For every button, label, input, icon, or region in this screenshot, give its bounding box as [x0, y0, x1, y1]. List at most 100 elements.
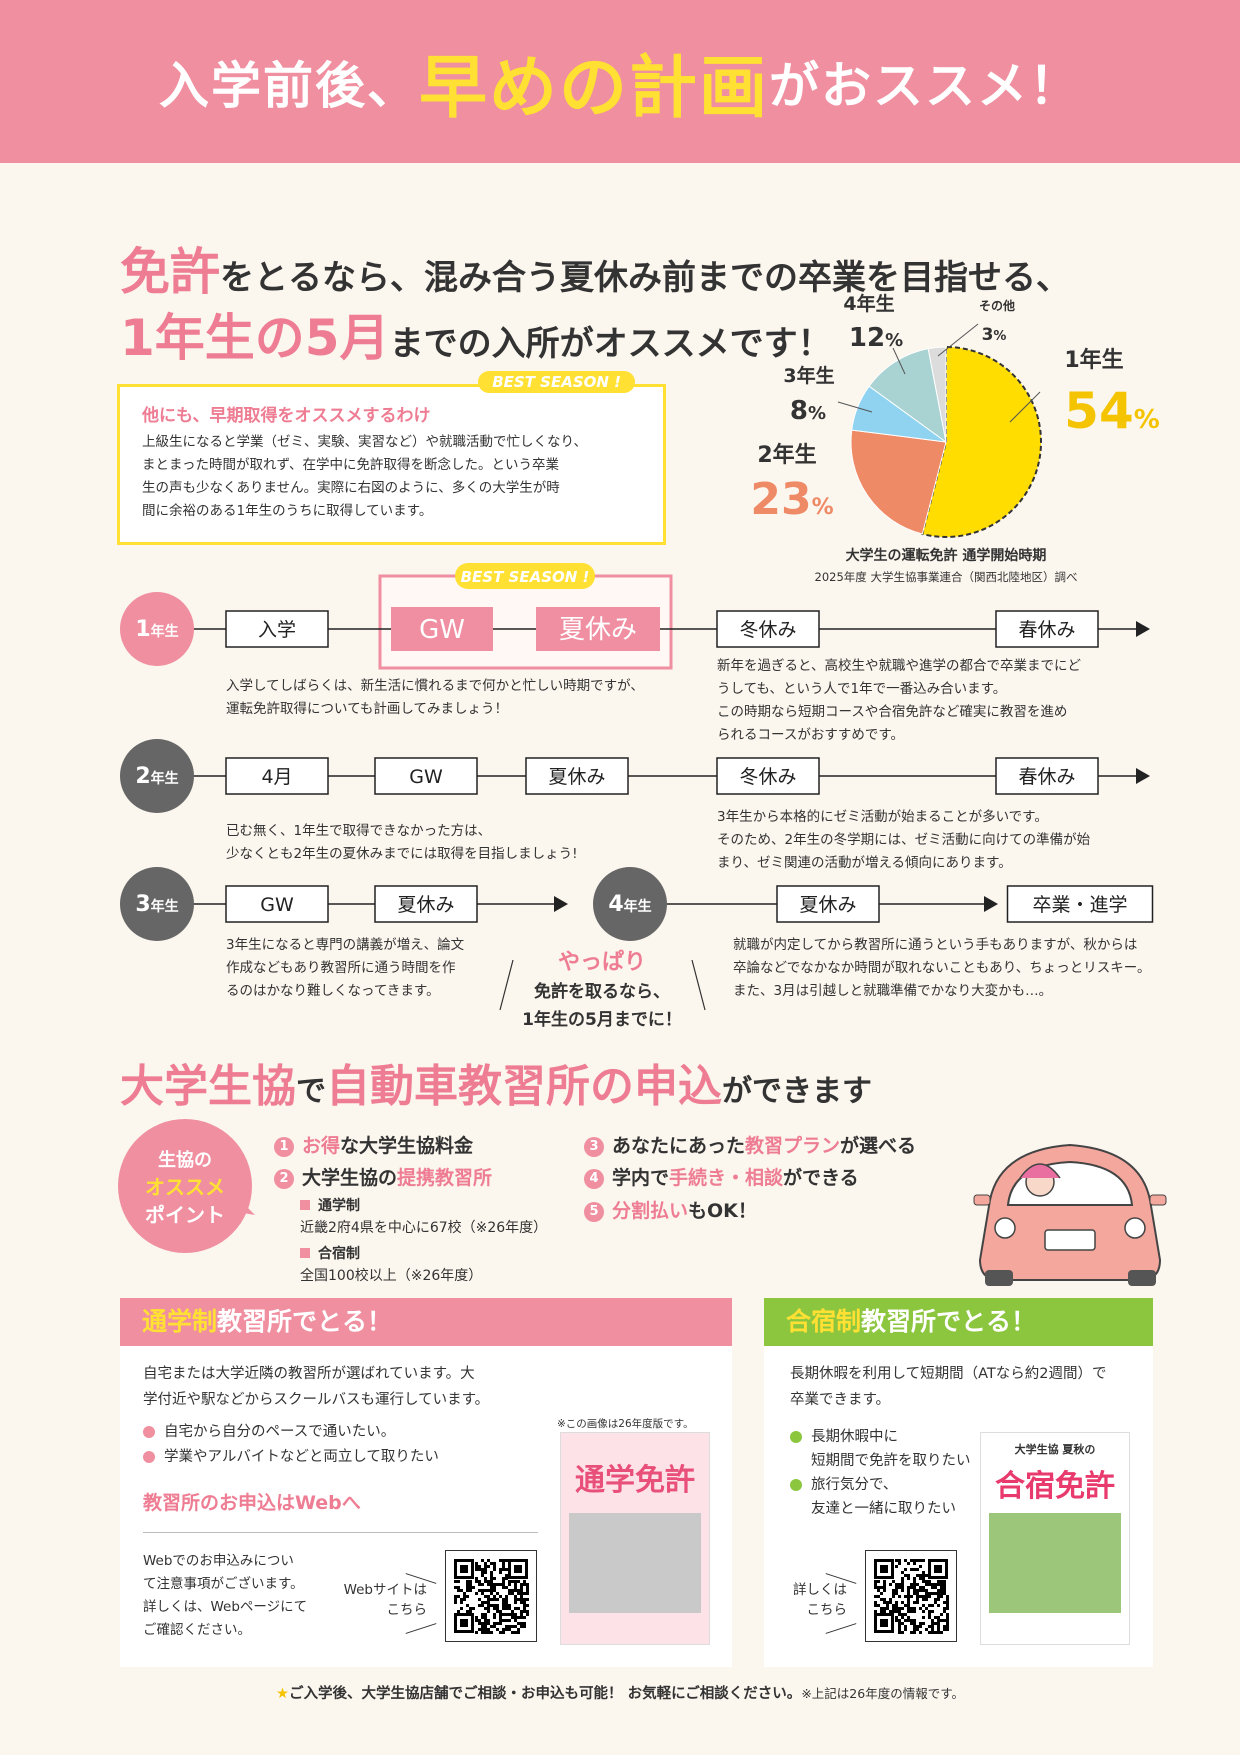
point-em: 手続き・相談 [669, 1167, 784, 1189]
note-line: まり、ゼミ関連の活動が増える傾向にあります。 [717, 855, 1012, 871]
title-em: 早めの計画 [418, 49, 769, 128]
sub-label: 合宿制 [300, 1243, 482, 1265]
image-note: ※この画像は26年度版です。 [557, 1418, 694, 1430]
leader-line [892, 347, 906, 375]
year-label: 4年生 [608, 892, 651, 917]
tag: BEST SEASON ! [461, 568, 590, 586]
point-item: 5 分割払いもOK！ [584, 1198, 757, 1224]
period-box [225, 757, 329, 795]
note-line: 新年を過ぎると、高校生や就職や進学の都合で卒業までにど [717, 658, 1081, 674]
conclusion-line: 免許を取るなら、 [534, 982, 670, 1002]
point-item: 2 大学生協の提携教習所 通学制 近畿2府4県を中心に67校（※26年度） 合宿制 全国1… [274, 1165, 547, 1284]
footer-main: ご入学後、大学生協店舗でご相談・お申込も可能！ お気軽にご相談ください。 [289, 1686, 802, 1702]
point-item: 4 学内で手続き・相談ができる [584, 1165, 859, 1191]
car-illustration [1149, 1194, 1167, 1206]
intro-em: 免許 [120, 243, 220, 301]
point-item: 3 あなたにあった教習プランが選べる [584, 1133, 916, 1159]
sub-label-text: 合宿制 [318, 1246, 360, 1262]
period-label: 入学 [258, 619, 296, 641]
note-line: るのはかなり難しくなってきます。 [226, 983, 440, 999]
note-line: 作成などもあり教習所に通う時間を作 [226, 960, 456, 976]
car-illustration [1128, 1270, 1156, 1286]
title-em: 大学生協 [120, 1061, 296, 1112]
sub-item: 合宿制 全国100校以上（※26年度） [300, 1243, 482, 1287]
car-illustration [1044, 1229, 1096, 1251]
note-line: られるコースがおすすめです。 [717, 727, 904, 743]
point-num: 4 [584, 1169, 604, 1189]
intro-text: をとるなら、混み合う夏休み前までの卒業を目指せる、 [220, 258, 1070, 298]
qr-code [865, 1550, 957, 1642]
point-em: 教習プラン [745, 1135, 841, 1157]
pie-value-label: 12% [849, 323, 903, 353]
arrow-head [984, 896, 998, 912]
pie-value-label: 8% [790, 396, 826, 426]
sub-text: 近畿2府4県を中心に67校（※26年度） [300, 1220, 548, 1236]
year-label: 1年生 [135, 617, 178, 642]
timeline-note: 3年生から本格的にゼミ活動が始まることが多いです。 そのため、2年生の冬学期には、… [717, 806, 1090, 875]
point-em: お得 [302, 1135, 341, 1157]
intro-text: までの入所がオススメです！ [389, 324, 832, 364]
header-band: 入学前後、 早めの計画 がおススメ！ [0, 0, 1240, 163]
title-em: 自動車教習所の申込 [326, 1061, 722, 1112]
period-label: 冬休み [739, 766, 796, 788]
pie-label: その他 [979, 298, 1015, 313]
slash [691, 959, 706, 1011]
reasons-box: BEST SEASON ! 他にも、早期取得をオススメするわけ 上級生になると学… [117, 371, 666, 545]
period-label: 春休み [1018, 619, 1075, 641]
intro-line: 1年生の5月までの入所がオススメです！ [120, 298, 832, 370]
leader-line [837, 401, 873, 413]
panel-title: 教習所でとる！ [861, 1307, 1037, 1336]
period-box [225, 610, 329, 648]
bullet-text: 旅行気分で、 [811, 1477, 898, 1493]
brochure-photo [989, 1513, 1121, 1613]
brochure: 通学免許 [560, 1432, 710, 1645]
period-box [995, 757, 1099, 795]
tag-bg [455, 563, 595, 589]
note-line: 卒論などでなかなか時間が取れないこともあり、ちょっとリスキー。 [733, 960, 1151, 976]
badge-text: 生協の [158, 1149, 212, 1171]
point-text: 大学生協の [302, 1167, 398, 1189]
reasons-title: 他にも、早期取得をオススメするわけ [142, 406, 431, 426]
reasons-body: 上級生になると学業（ゼミ、実験、実習など）や就職活動で忙しくなり、 まとまった時間… [142, 431, 587, 523]
brochure: 大学生協 夏秋の 合宿免許 [980, 1432, 1130, 1645]
chart-title: 大学生の運転免許 通学開始時期 [846, 547, 1047, 564]
period-label: GW [419, 615, 465, 645]
year-label: 3年生 [135, 892, 178, 917]
bullet-dot [790, 1479, 802, 1491]
year-badge [120, 592, 194, 666]
badge-text: オススメ [145, 1175, 225, 1199]
note-line: 已む無く、1年生で取得できなかった方は、 [226, 823, 492, 839]
title-part: がおススメ！ [769, 56, 1081, 115]
period-box [374, 757, 478, 795]
point-text: 学内で [612, 1167, 670, 1189]
period-box [391, 607, 493, 651]
pie-slice [921, 345, 1042, 538]
bullet-text: 自宅から自分のペースで通いたい。 [164, 1424, 396, 1440]
pie-label: 3年生 [783, 364, 834, 387]
period-box [1006, 885, 1154, 923]
point-em: 提携教習所 [397, 1167, 493, 1189]
bullet-text: 短期間で免許を取りたい [811, 1453, 971, 1469]
car-illustration [1019, 1163, 1061, 1179]
body-line: 生の声も少なくありません。実際に右図のように、多くの大学生が時 [142, 480, 560, 496]
pie-value-label: 3% [982, 325, 1007, 345]
note-line: 入学してしばらくは、新生活に慣れるまで何かと忙しい時期ですが、 [226, 678, 644, 694]
brochure-title: 大学生協 夏秋の [1014, 1443, 1096, 1456]
period-label: 夏休み [397, 894, 454, 916]
pie-value-label: 54% [1064, 382, 1160, 440]
note-line: 就職が内定してから教習所に通うという手もありますが、秋からは [733, 937, 1138, 953]
square [300, 1200, 310, 1210]
point-text: が選べる [840, 1135, 917, 1157]
year-label: 2年生 [135, 764, 178, 789]
sub-label: 通学制 [300, 1195, 547, 1217]
header-title: 入学前後、 早めの計画 がおススメ！ [0, 0, 1240, 163]
brochure-title: 通学免許 [575, 1463, 695, 1498]
car-illustration [985, 1270, 1013, 1286]
pie-value-label: 23% [750, 474, 833, 525]
leader-line [1009, 391, 1041, 423]
period-label: 春休み [1018, 766, 1075, 788]
badge-text: ポイント [145, 1203, 225, 1227]
qr-code [445, 1550, 537, 1642]
qr-label: 詳しくは [793, 1582, 847, 1598]
pie-slice [868, 348, 947, 444]
